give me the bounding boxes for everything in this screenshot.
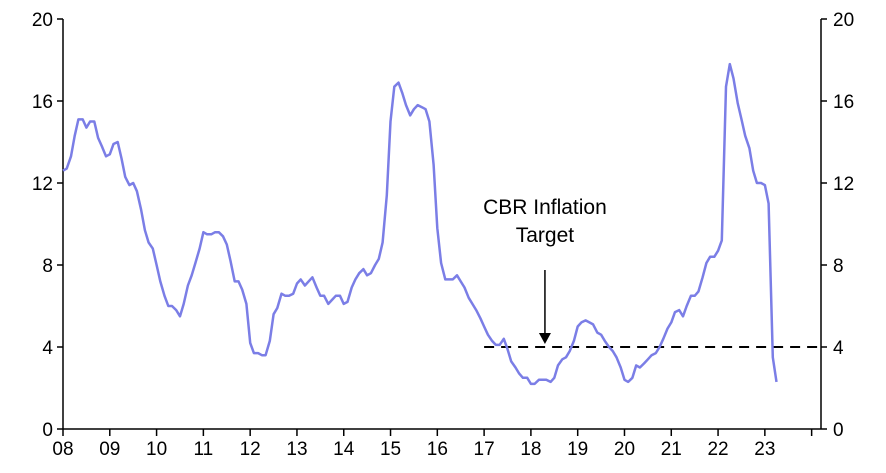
y-tick-label-left: 20 bbox=[32, 10, 53, 31]
y-tick-label-left: 8 bbox=[42, 256, 53, 277]
x-tick-label: 12 bbox=[240, 439, 261, 460]
target-label-line-2: Target bbox=[516, 224, 575, 247]
x-tick-label: 15 bbox=[380, 439, 401, 460]
y-tick-label-right: 16 bbox=[833, 92, 854, 113]
x-tick-label: 10 bbox=[146, 439, 167, 460]
x-tick-label: 16 bbox=[427, 439, 448, 460]
y-tick-label-right: 4 bbox=[833, 338, 844, 359]
y-tick-label-left: 4 bbox=[42, 338, 53, 359]
y-tick-label-left: 12 bbox=[32, 174, 53, 195]
x-tick-label: 23 bbox=[754, 439, 775, 460]
x-tick-label: 14 bbox=[333, 439, 355, 460]
y-tick-label-right: 8 bbox=[833, 256, 844, 277]
y-tick-label-right: 0 bbox=[833, 420, 844, 441]
x-tick-label: 08 bbox=[52, 439, 73, 460]
x-tick-label: 22 bbox=[707, 439, 728, 460]
x-tick-label: 11 bbox=[194, 439, 214, 460]
inflation-series-line bbox=[62, 62, 778, 386]
plot-area bbox=[62, 19, 822, 430]
x-tick-label: 20 bbox=[614, 439, 635, 460]
axis-ticks: 0 0 4 4 8 8 12 12 16 16 20 20 08 09 10 11 12 13 14 15 16 17 18… bbox=[32, 10, 854, 460]
x-tick-label: 13 bbox=[286, 439, 307, 460]
y-tick-label-left: 0 bbox=[42, 420, 53, 441]
y-tick-label-right: 12 bbox=[833, 174, 854, 195]
x-tick-label: 18 bbox=[520, 439, 541, 460]
y-tick-label-right: 20 bbox=[833, 10, 854, 31]
target-label-line-1: CBR Inflation bbox=[483, 196, 607, 219]
y-tick-label-left: 16 bbox=[32, 92, 53, 113]
x-tick-label: 17 bbox=[474, 439, 495, 460]
x-tick-label: 09 bbox=[99, 439, 120, 460]
target-reference: CBR Inflation Target bbox=[483, 196, 821, 348]
x-tick-label: 21 bbox=[661, 439, 682, 460]
x-tick-label: 19 bbox=[567, 439, 588, 460]
target-arrow-head bbox=[538, 333, 551, 344]
